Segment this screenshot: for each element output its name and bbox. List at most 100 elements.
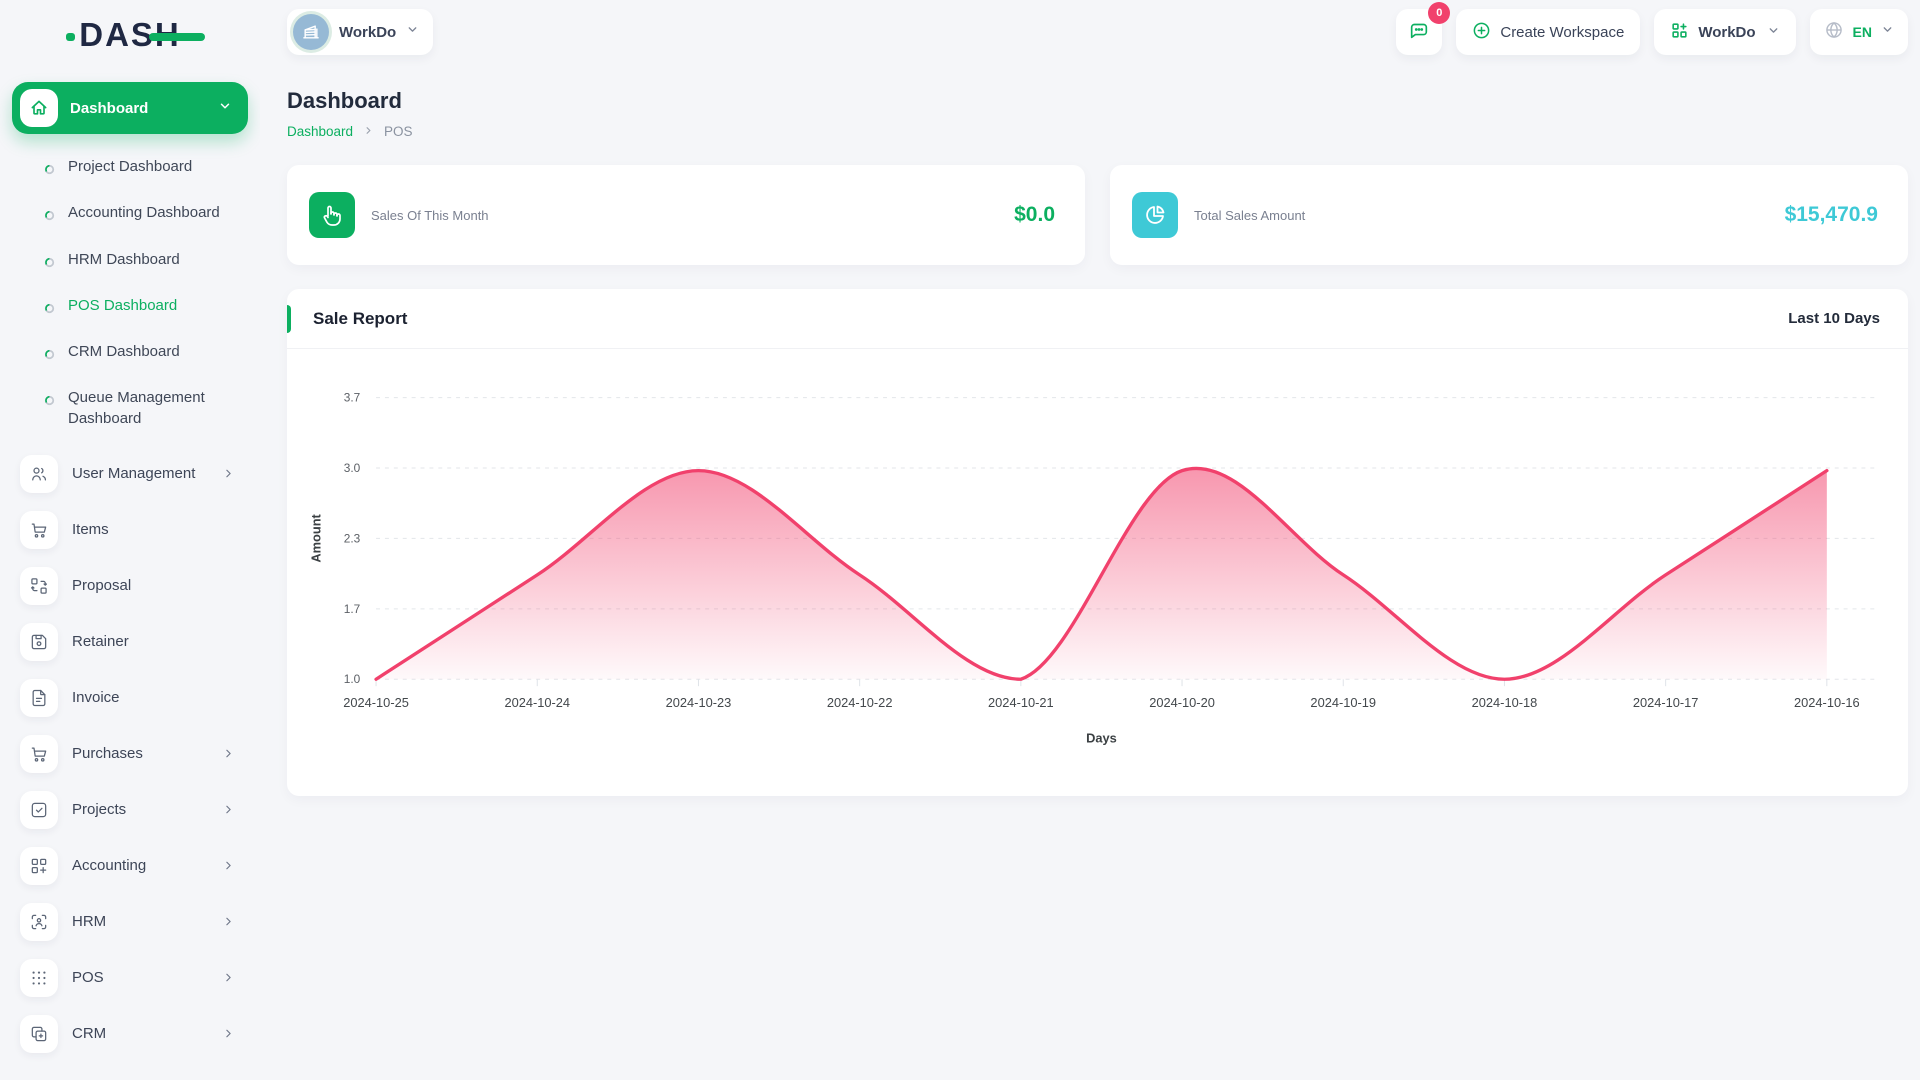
svg-text:2024-10-22: 2024-10-22: [827, 695, 893, 710]
sidebar-item-label: Proposal: [72, 577, 132, 595]
page-title: Dashboard: [287, 88, 402, 113]
logo-dot-accent: [66, 33, 76, 42]
pie-chart-icon: [1132, 192, 1178, 238]
sidebar-item-projects[interactable]: Projects: [12, 782, 248, 838]
svg-text:3.7: 3.7: [344, 391, 360, 405]
svg-text:1.7: 1.7: [344, 602, 360, 616]
circle-half-icon: [44, 300, 55, 320]
svg-text:3.0: 3.0: [344, 461, 361, 475]
grid-plus-icon: [1670, 21, 1689, 44]
stat-card: Total Sales Amount $15,470.9: [1110, 165, 1908, 265]
sidebar-subitem-queue-management-dashboard[interactable]: Queue Management Dashboard: [12, 377, 248, 440]
svg-text:Amount: Amount: [309, 513, 324, 562]
sidebar-item-retainer[interactable]: Retainer: [12, 614, 248, 670]
crm-icon: [20, 1014, 58, 1053]
sidebar-item-purchases[interactable]: Purchases: [12, 726, 248, 782]
svg-text:2024-10-20: 2024-10-20: [1149, 695, 1215, 710]
sidebar-item-dashboard[interactable]: Dashboard: [12, 82, 248, 134]
sidebar-item-label: CRM: [72, 1025, 107, 1043]
sidebar-item-pos[interactable]: POS: [12, 950, 248, 1006]
workspace-avatar: [293, 14, 329, 50]
main-area: WorkDo 0 Create Workspace WorkDo EN: [260, 0, 1920, 796]
globe-icon: [1824, 20, 1844, 45]
sidebar-subitem-pos-dashboard[interactable]: POS Dashboard: [12, 285, 248, 331]
logo-dash-accent: [148, 33, 205, 42]
chevron-right-icon: [220, 859, 236, 872]
breadcrumb-current: POS: [384, 124, 413, 139]
stat-value: $0.0: [1014, 203, 1055, 226]
stat-value: $15,470.9: [1784, 203, 1878, 226]
sidebar-item-label: Projects: [72, 801, 127, 819]
home-icon: [20, 89, 58, 127]
retainer-icon: [20, 622, 58, 661]
topbar: WorkDo 0 Create Workspace WorkDo EN: [287, 0, 1908, 64]
cart-icon: [20, 734, 58, 773]
workspace-menu-label: WorkDo: [1698, 23, 1756, 41]
stat-label: Total Sales Amount: [1194, 207, 1306, 223]
sidebar-item-label: Retainer: [72, 633, 129, 651]
sidebar-subitem-hrm-dashboard[interactable]: HRM Dashboard: [12, 239, 248, 285]
circle-half-icon: [44, 346, 55, 366]
svg-text:2024-10-25: 2024-10-25: [343, 695, 409, 710]
chevron-right-icon: [220, 915, 236, 928]
sidebar-subitem-label: CRM Dashboard: [68, 343, 180, 360]
sidebar-item-label: Purchases: [72, 745, 143, 763]
workspace-switcher[interactable]: WorkDo: [287, 9, 434, 55]
chevron-right-icon: [220, 747, 236, 760]
breadcrumb-chevron-icon: [363, 124, 374, 139]
sidebar-subitem-crm-dashboard[interactable]: CRM Dashboard: [12, 331, 248, 377]
chevron-down-icon: [1881, 23, 1894, 41]
svg-text:Days: Days: [1086, 730, 1117, 745]
sidebar-subitem-accounting-dashboard[interactable]: Accounting Dashboard: [12, 192, 248, 238]
sidebar-item-items[interactable]: Items: [12, 502, 248, 558]
sidebar-item-proposal[interactable]: Proposal: [12, 558, 248, 614]
breadcrumb-link[interactable]: Dashboard: [287, 124, 354, 139]
sidebar-item-hrm[interactable]: HRM: [12, 894, 248, 950]
circle-half-icon: [44, 392, 55, 412]
sidebar-subitem-label: Accounting Dashboard: [68, 204, 220, 222]
sidebar-item-label: HRM: [72, 913, 107, 931]
svg-text:2024-10-17: 2024-10-17: [1633, 695, 1699, 710]
breadcrumb: Dashboard POS: [287, 124, 1908, 139]
svg-text:2024-10-18: 2024-10-18: [1472, 695, 1538, 710]
plus-circle-icon: [1472, 21, 1491, 44]
dashboard-submenu: Project Dashboard Accounting Dashboard H…: [12, 134, 248, 446]
sidebar-item-user-management[interactable]: User Management: [12, 446, 248, 502]
messages-button[interactable]: 0: [1396, 2, 1451, 55]
svg-text:2024-10-21: 2024-10-21: [988, 695, 1054, 710]
svg-text:2.3: 2.3: [344, 531, 361, 545]
accounting-icon: [20, 846, 58, 885]
stats-row: Sales Of This Month $0.0 Total Sales Amo…: [287, 165, 1908, 265]
app-logo[interactable]: DASH: [66, 16, 205, 54]
sidebar-item-label: User Management: [72, 465, 196, 483]
circle-half-icon: [44, 161, 55, 181]
tap-icon: [309, 192, 355, 238]
workspace-menu-button[interactable]: WorkDo: [1654, 9, 1796, 55]
cart-icon: [20, 510, 58, 549]
workspace-name: WorkDo: [339, 23, 397, 41]
create-workspace-button[interactable]: Create Workspace: [1456, 9, 1641, 55]
sidebar-item-invoice[interactable]: Invoice: [12, 670, 248, 726]
chevron-down-icon: [218, 99, 232, 118]
chart-range-label: Last 10 Days: [1788, 310, 1880, 327]
sidebar-item-accounting[interactable]: Accounting: [12, 838, 248, 894]
invoice-icon: [20, 678, 58, 717]
language-selector[interactable]: EN: [1809, 9, 1908, 55]
chevron-right-icon: [220, 1027, 236, 1040]
sidebar-item-label: POS: [72, 969, 104, 987]
sidebar-item-crm[interactable]: CRM: [12, 1006, 248, 1062]
messages-badge: 0: [1428, 2, 1451, 24]
sidebar-subitem-label: POS Dashboard: [68, 296, 178, 314]
stat-label: Sales Of This Month: [371, 207, 489, 223]
chart-title: Sale Report: [313, 308, 408, 328]
sidebar-menu-list: User Management Items Proposal Retainer …: [12, 446, 248, 1072]
language-code: EN: [1852, 24, 1872, 40]
sidebar: DASH Dashboard Project Dashboard Account…: [0, 0, 260, 1080]
proposal-icon: [20, 566, 58, 605]
stat-card: Sales Of This Month $0.0: [287, 165, 1085, 265]
sidebar-item-label: Dashboard: [70, 99, 149, 117]
sidebar-subitem-project-dashboard[interactable]: Project Dashboard: [12, 146, 248, 192]
chart-header: Sale Report Last 10 Days: [287, 289, 1908, 349]
chevron-down-icon: [1767, 24, 1780, 41]
sidebar-subitem-label: Queue Management Dashboard: [68, 389, 205, 427]
